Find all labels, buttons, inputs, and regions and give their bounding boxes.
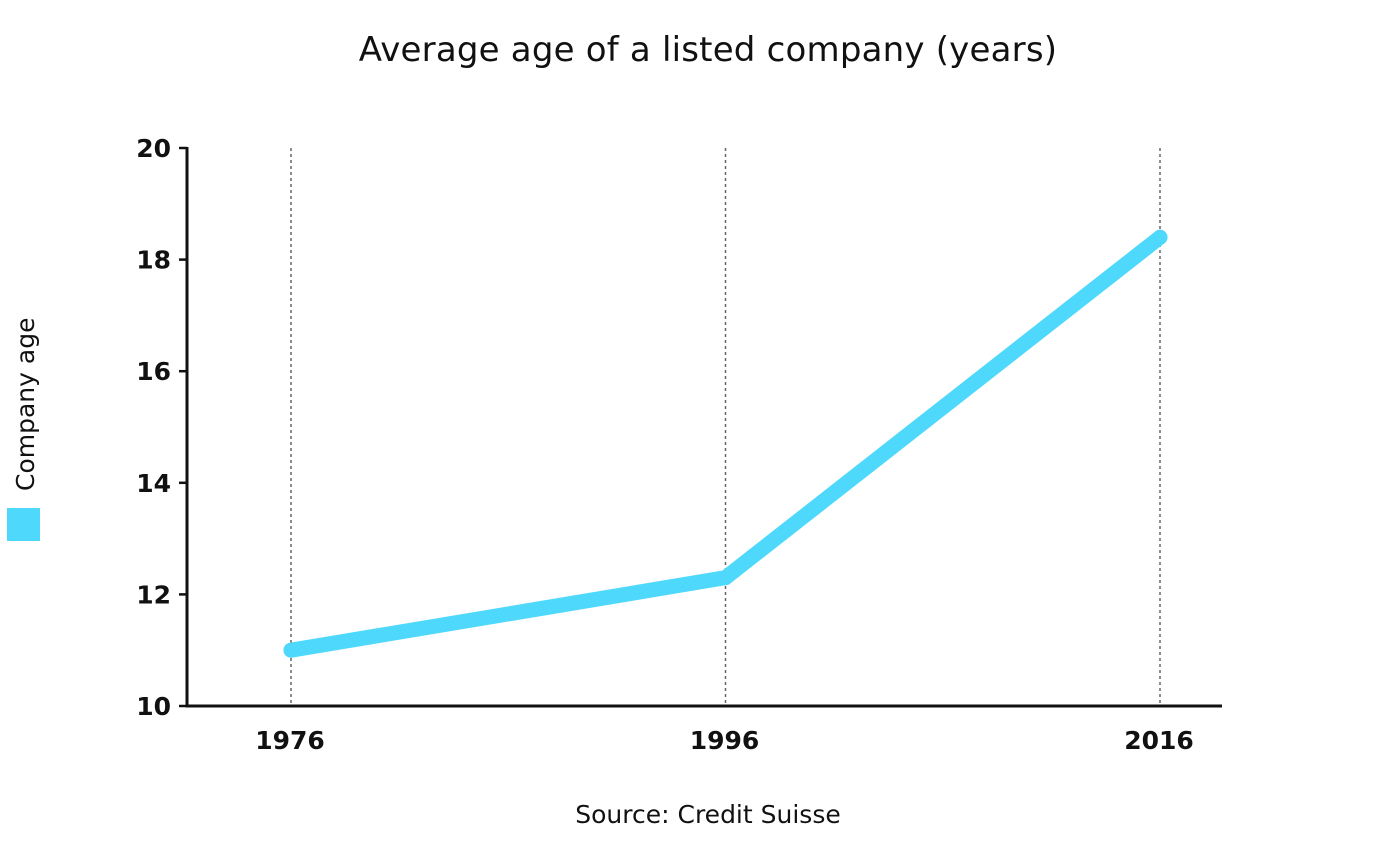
y-tick-label: 18 <box>136 246 171 275</box>
x-tick-label: 1976 <box>255 726 325 755</box>
y-tick-label: 20 <box>136 134 171 163</box>
data-point-2016 <box>1152 229 1168 245</box>
data-point-1996 <box>718 570 733 586</box>
chart-title: Average age of a listed company (years) <box>358 30 1058 70</box>
axes <box>185 147 1222 708</box>
y-tick-label: 14 <box>136 469 171 498</box>
y-tick-label: 10 <box>136 692 171 721</box>
y-tick-label: 16 <box>136 357 171 386</box>
series-group <box>283 229 1168 658</box>
x-axis-ticks: 1976 1996 2016 <box>255 726 1194 755</box>
y-tick-label: 12 <box>136 580 171 609</box>
x-tick-label: 1996 <box>690 726 760 755</box>
legend-label: Company age <box>11 318 40 491</box>
data-point-1976 <box>283 642 299 658</box>
y-axis-ticks: 10 12 14 16 18 20 <box>136 134 187 721</box>
source-note: Source: Credit Suisse <box>575 800 841 829</box>
x-tick-label: 2016 <box>1124 726 1194 755</box>
legend-swatch <box>7 508 40 541</box>
legend[interactable]: Company age <box>7 318 40 541</box>
